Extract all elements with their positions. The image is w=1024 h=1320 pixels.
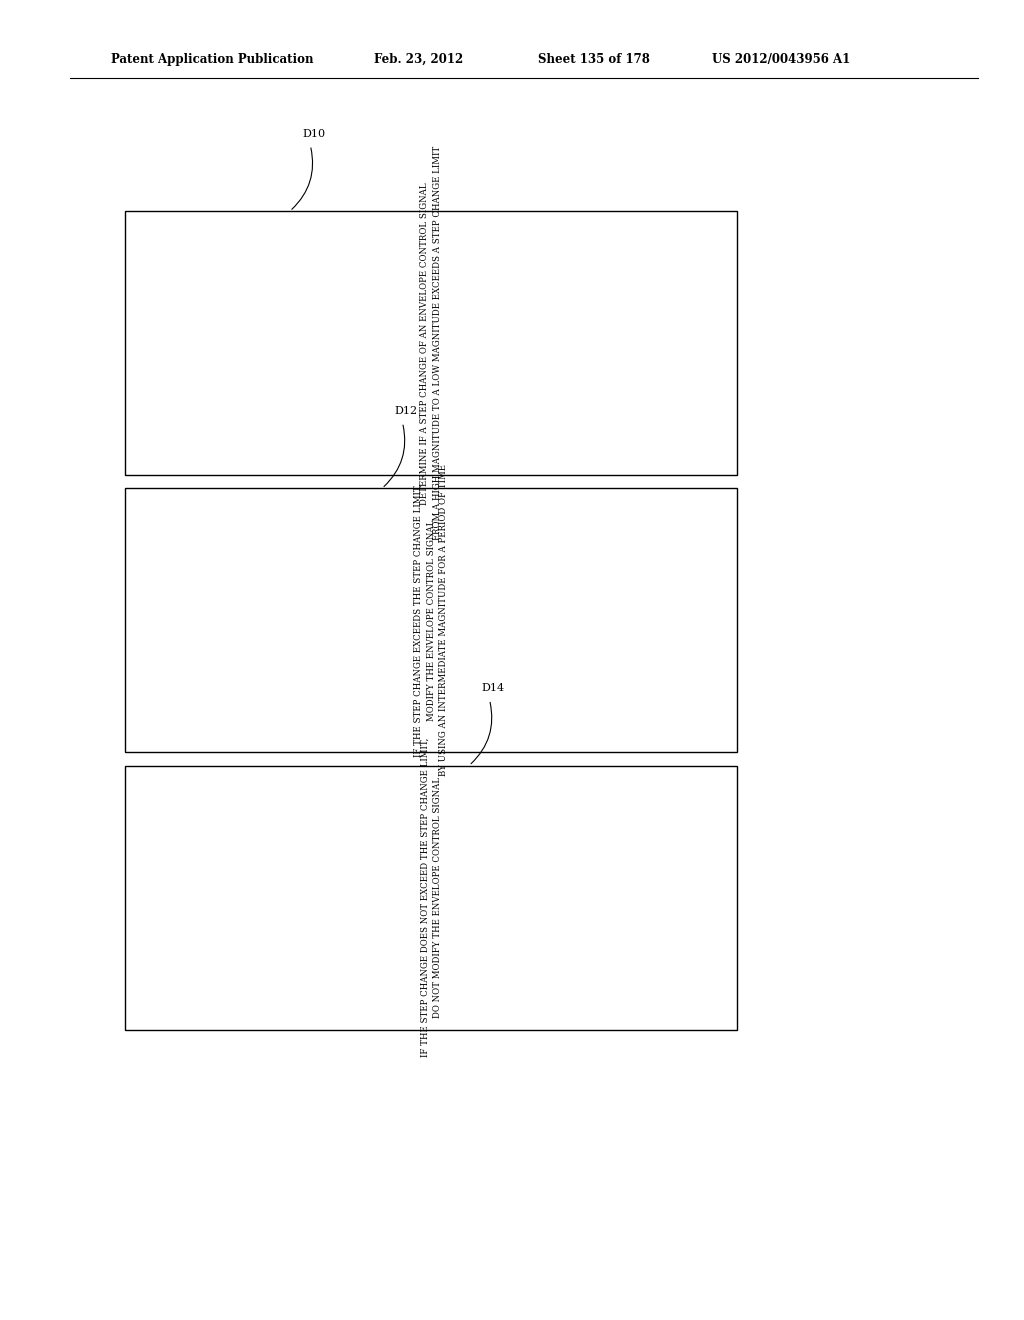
FancyBboxPatch shape <box>125 488 737 752</box>
Text: Sheet 135 of 178: Sheet 135 of 178 <box>538 53 649 66</box>
Text: Feb. 23, 2012: Feb. 23, 2012 <box>374 53 463 66</box>
FancyBboxPatch shape <box>125 766 737 1030</box>
FancyBboxPatch shape <box>125 211 737 475</box>
Text: DETERMINE IF A STEP CHANGE OF AN ENVELOPE CONTROL SIGNAL
FROM A HIGH MAGNITUDE T: DETERMINE IF A STEP CHANGE OF AN ENVELOP… <box>421 147 441 540</box>
Text: D12: D12 <box>394 405 418 416</box>
Text: D14: D14 <box>481 682 505 693</box>
Text: IF THE STEP CHANGE EXCEEDS THE STEP CHANGE LIMIT,
MODIFY THE ENVELOPE CONTROL SI: IF THE STEP CHANGE EXCEEDS THE STEP CHAN… <box>414 465 449 776</box>
Text: US 2012/0043956 A1: US 2012/0043956 A1 <box>712 53 850 66</box>
Text: Patent Application Publication: Patent Application Publication <box>111 53 313 66</box>
Text: D10: D10 <box>302 128 326 139</box>
Text: IF THE STEP CHANGE DOES NOT EXCEED THE STEP CHANGE LIMIT,
DO NOT MODIFY THE ENVE: IF THE STEP CHANGE DOES NOT EXCEED THE S… <box>421 738 441 1057</box>
